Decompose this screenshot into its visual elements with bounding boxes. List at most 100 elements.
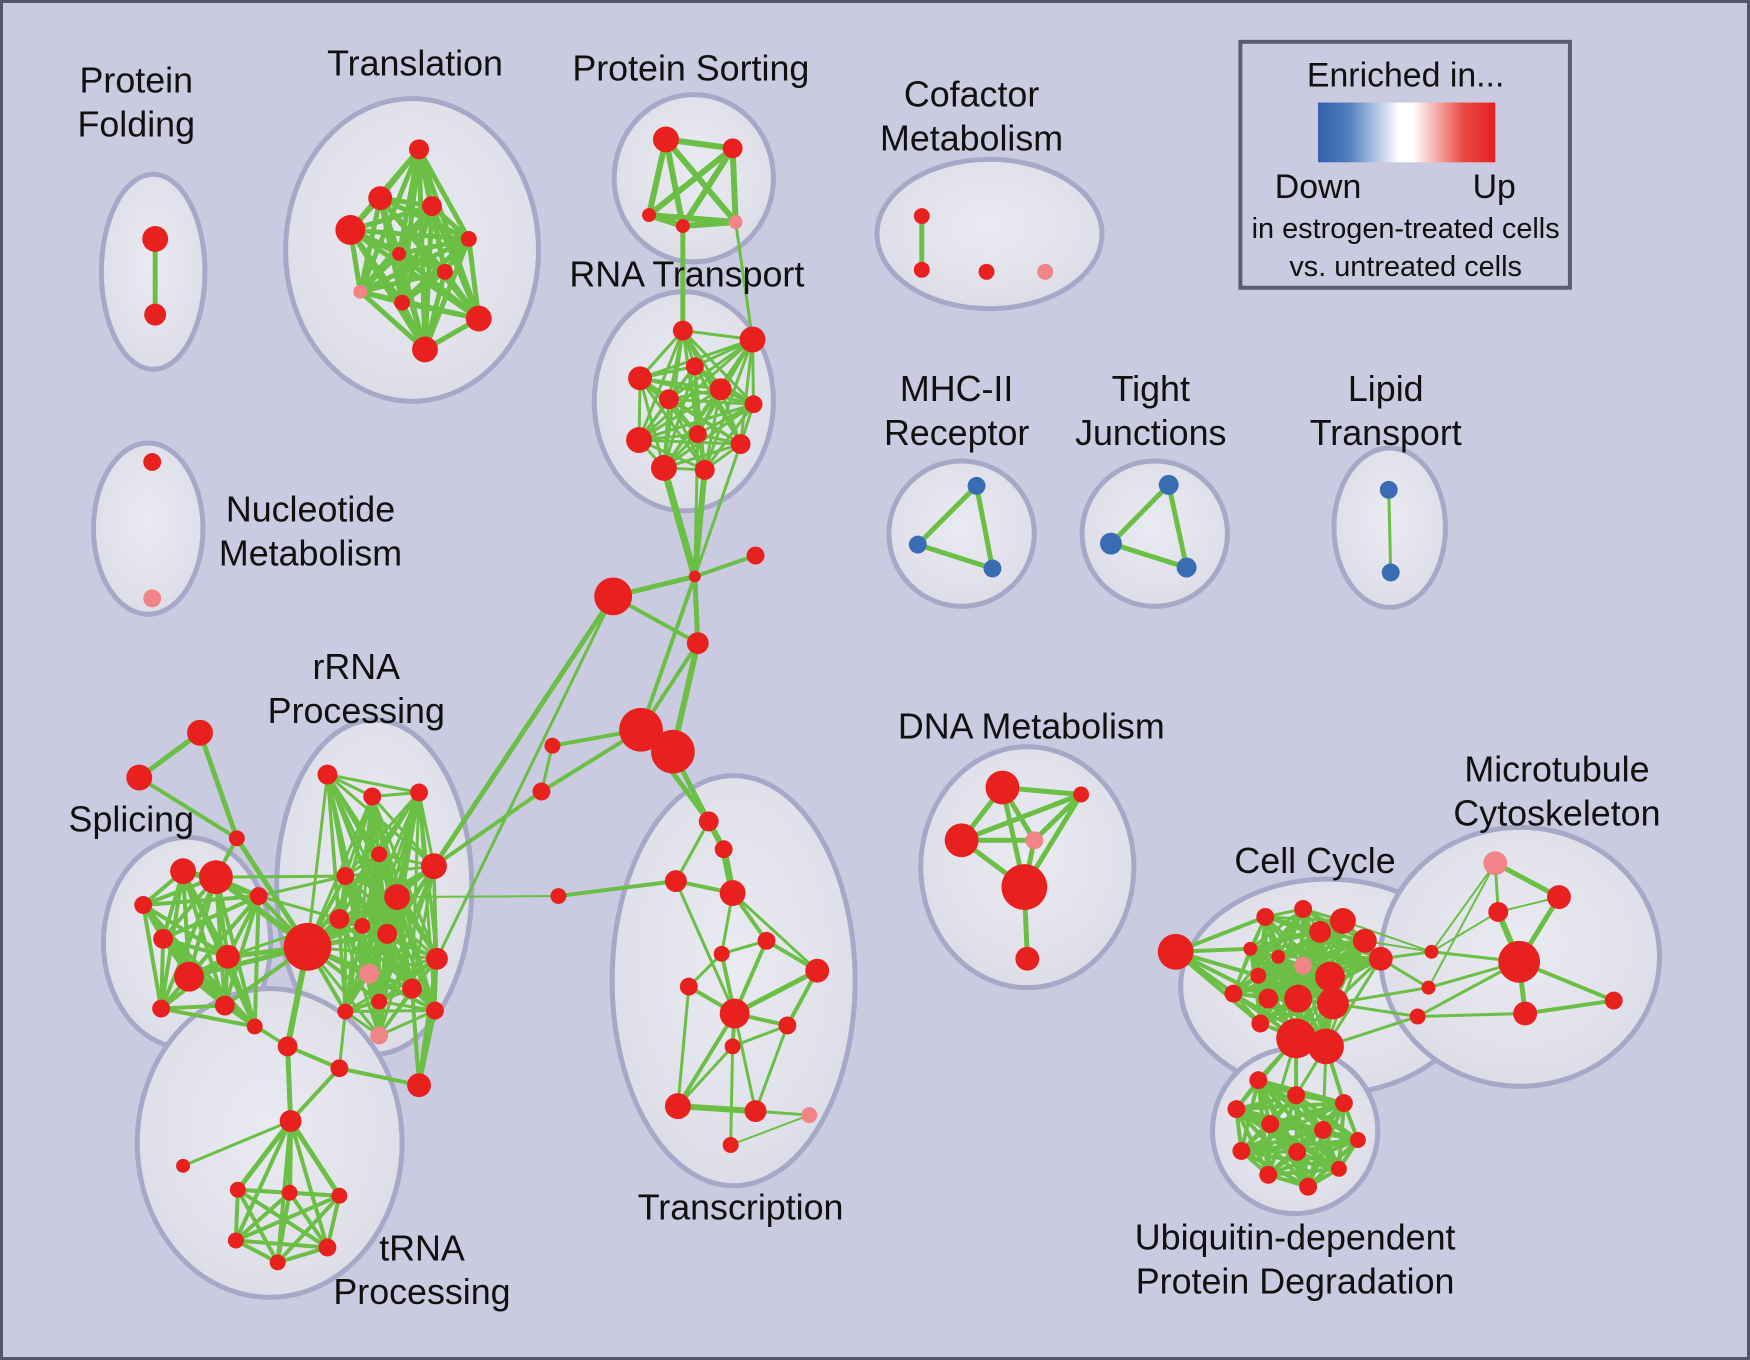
node [757, 931, 776, 950]
cluster-ellipse-mhc-ii-receptor [886, 458, 1037, 609]
label-layer: Protein Folding Translation Protein Sorting… [69, 44, 1661, 1313]
edge [288, 1066, 342, 1124]
edge [257, 874, 347, 898]
edge [431, 593, 616, 869]
edge [1108, 482, 1172, 547]
node [249, 887, 268, 906]
node [1037, 263, 1054, 280]
edge [739, 338, 755, 446]
cluster-label-translation: Translation [327, 44, 503, 84]
edge [638, 376, 756, 406]
cluster-label-line: RNA Transport [569, 255, 804, 295]
node [628, 366, 652, 391]
cluster-ellipse-tight-junctions [1079, 458, 1230, 609]
edge [662, 136, 739, 226]
edge [703, 402, 756, 472]
node [719, 998, 750, 1029]
network-layer: Protein Folding Translation Protein Sorting… [69, 44, 1663, 1313]
edge [287, 1190, 342, 1198]
node [410, 783, 428, 802]
node [913, 261, 930, 278]
edge [214, 874, 347, 879]
node [228, 830, 245, 847]
node [1409, 1008, 1426, 1025]
node [174, 961, 204, 992]
node [371, 993, 388, 1010]
edge [1276, 955, 1383, 961]
edge [233, 1187, 240, 1243]
node [1271, 949, 1286, 964]
edge [399, 269, 448, 306]
node [353, 284, 368, 299]
node [1424, 944, 1439, 959]
edge [377, 1000, 437, 1013]
node [1299, 1177, 1318, 1196]
node [1604, 991, 1623, 1010]
node [371, 846, 388, 863]
node [688, 425, 707, 444]
node [978, 263, 995, 280]
edge [734, 220, 755, 342]
node [1308, 1028, 1344, 1065]
edge [399, 300, 482, 322]
edge [1248, 939, 1367, 951]
cluster-label-cofactor-metabolism: Cofactor Metabolism [880, 75, 1063, 159]
node [1073, 786, 1090, 803]
node-layer [126, 126, 1623, 1271]
node [1249, 1071, 1268, 1090]
node [664, 1093, 691, 1120]
node [363, 787, 382, 806]
cluster-label-line: Folding [78, 104, 196, 144]
node [1381, 563, 1400, 582]
edge [466, 236, 482, 322]
node [1276, 1018, 1317, 1059]
node [214, 995, 235, 1016]
node [650, 454, 677, 481]
edge [681, 329, 756, 406]
edge [343, 864, 436, 878]
node [1176, 557, 1197, 578]
cluster-label-line: Microtubule [1464, 750, 1649, 790]
node [1258, 988, 1279, 1009]
edge [915, 542, 995, 571]
node [642, 208, 656, 223]
node [269, 1254, 286, 1271]
edge [638, 376, 707, 472]
cluster-label-line: Junctions [1075, 413, 1226, 453]
node [619, 707, 663, 752]
edge [367, 957, 439, 976]
node [436, 263, 453, 280]
node [679, 977, 698, 996]
node [318, 1238, 337, 1257]
node [409, 139, 429, 160]
cluster-label-line: Transcription [638, 1188, 844, 1228]
node [967, 476, 986, 495]
node [337, 1003, 354, 1020]
cluster-label-line: Tight [1112, 369, 1190, 409]
node [152, 999, 171, 1018]
edge [305, 863, 437, 950]
node [1513, 1001, 1538, 1026]
node [1232, 1141, 1251, 1160]
node [1314, 1121, 1332, 1139]
node [713, 945, 730, 962]
edge [637, 329, 685, 442]
node [675, 219, 690, 233]
node [1015, 946, 1040, 971]
edge [396, 895, 560, 899]
edge [729, 145, 739, 226]
node [279, 1110, 302, 1132]
edge [159, 936, 166, 1011]
edge [674, 819, 711, 883]
node [1227, 1100, 1246, 1119]
node [359, 963, 380, 984]
node [246, 1018, 263, 1035]
cluster-label-dna-metabolism: DNA Metabolism [898, 707, 1165, 747]
edge [1266, 1166, 1341, 1177]
node [694, 459, 715, 480]
edge [1166, 482, 1190, 570]
node [215, 944, 240, 969]
edge [161, 894, 261, 941]
node [465, 305, 492, 332]
cluster-label-trna-processing: tRNA Processing [333, 1228, 510, 1312]
